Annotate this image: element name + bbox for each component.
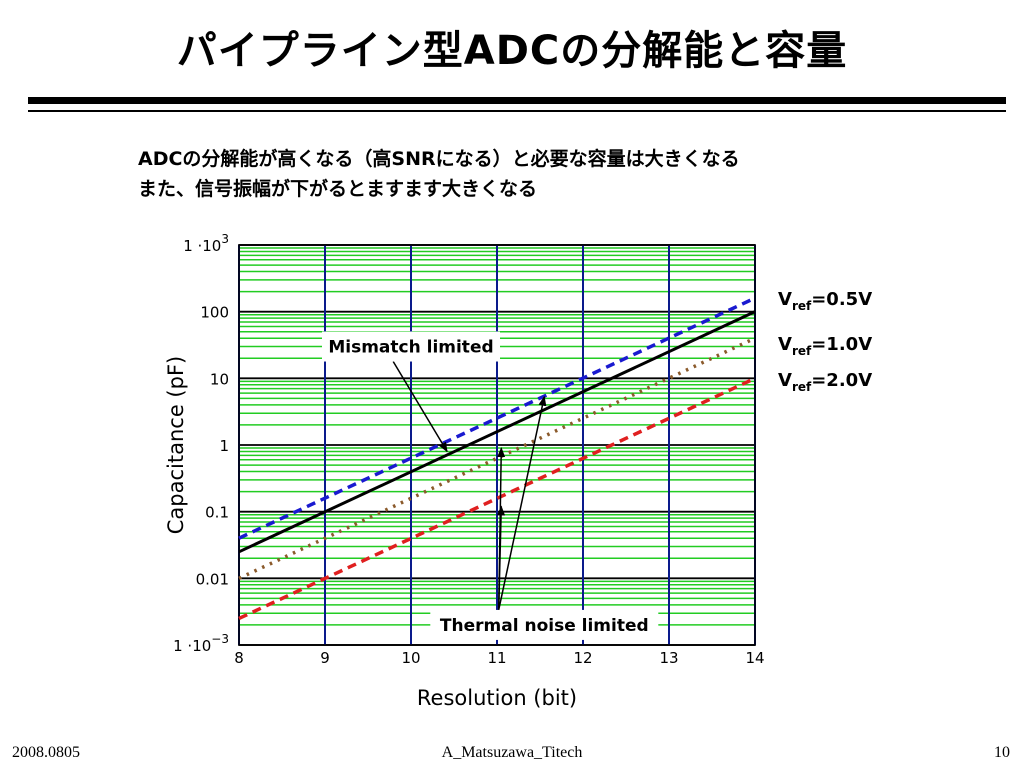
y-tick-label: 10 bbox=[210, 370, 229, 388]
x-tick-label: 11 bbox=[487, 649, 506, 667]
legend-subscript: ref bbox=[792, 344, 812, 358]
y-tick-base: 100 bbox=[200, 304, 229, 322]
y-tick-label: 0.1 bbox=[205, 504, 229, 522]
y-tick-label: 100 bbox=[200, 304, 229, 322]
legend-subscript: ref bbox=[792, 380, 812, 394]
legend-rest: =0.5V bbox=[811, 289, 872, 310]
annotation-box bbox=[322, 331, 500, 362]
y-tick-base: 0.01 bbox=[196, 570, 229, 588]
x-axis-label: Resolution (bit) bbox=[417, 686, 577, 710]
slide-title: パイプライン型ADCの分解能と容量 bbox=[176, 28, 848, 74]
annotation-arrow bbox=[497, 395, 547, 611]
footer-page-number: 10 bbox=[994, 744, 1010, 761]
legend-main: V bbox=[778, 289, 792, 310]
plot-frame bbox=[238, 244, 756, 646]
y-tick-label: 0.01 bbox=[196, 570, 229, 588]
legend-subscript: ref bbox=[792, 299, 812, 313]
title-divider-thin bbox=[28, 110, 1006, 112]
y-tick-base: 1 bbox=[219, 437, 229, 455]
slide-subtitle: ADCの分解能が高くなる（高SNRになる）と必要な容量は大きくなる また、信号振… bbox=[138, 144, 740, 204]
x-tick-label: 12 bbox=[573, 649, 592, 667]
x-tick-label: 14 bbox=[745, 649, 764, 667]
legend-rest: =2.0V bbox=[811, 370, 872, 391]
series-line-0 bbox=[238, 310, 756, 554]
legend-main: V bbox=[778, 334, 792, 355]
series-line-1 bbox=[238, 296, 756, 540]
title-divider-thick bbox=[28, 97, 1006, 104]
x-tick-label: 10 bbox=[401, 649, 420, 667]
y-tick-label: 1 ·103 bbox=[183, 232, 229, 255]
annotation-arrow bbox=[392, 361, 448, 453]
series-line-2 bbox=[238, 336, 756, 580]
y-tick-label: 1 bbox=[219, 437, 229, 455]
annotation-label: Mismatch limited bbox=[328, 338, 493, 358]
legend-main: V bbox=[778, 370, 792, 391]
x-tick-label: 8 bbox=[234, 649, 244, 667]
x-tick-label: 9 bbox=[320, 649, 330, 667]
series-line-3 bbox=[238, 376, 756, 621]
y-tick-base: 1 ·10 bbox=[183, 237, 221, 255]
series-legend-label-2: Vref=1.0V bbox=[778, 334, 872, 358]
footer-author: A_Matsuzawa_Titech bbox=[441, 744, 583, 761]
y-tick-base: 1 ·10 bbox=[173, 637, 211, 655]
legend-rest: =1.0V bbox=[811, 334, 872, 355]
series-legend-label-3: Vref=2.0V bbox=[778, 370, 872, 394]
annotation-arrow bbox=[497, 447, 506, 610]
annotation-box bbox=[430, 609, 659, 640]
subtitle-line-2: また、信号振幅が下がるとますます大きくなる bbox=[138, 178, 538, 200]
subtitle-line-1: ADCの分解能が高くなる（高SNRになる）と必要な容量は大きくなる bbox=[138, 148, 740, 170]
y-tick-base: 10 bbox=[210, 370, 229, 388]
y-axis-label: Capacitance (pF) bbox=[164, 356, 188, 534]
x-tick-label: 13 bbox=[659, 649, 678, 667]
y-tick-exponent: 3 bbox=[221, 232, 229, 246]
y-tick-label: 1 ·10−3 bbox=[173, 632, 229, 655]
footer-date: 2008.0805 bbox=[12, 744, 80, 761]
y-tick-base: 0.1 bbox=[205, 504, 229, 522]
series-legend-label-1: Vref=0.5V bbox=[778, 289, 872, 313]
y-tick-exponent: −3 bbox=[211, 632, 229, 646]
annotation-label: Thermal noise limited bbox=[440, 616, 649, 636]
